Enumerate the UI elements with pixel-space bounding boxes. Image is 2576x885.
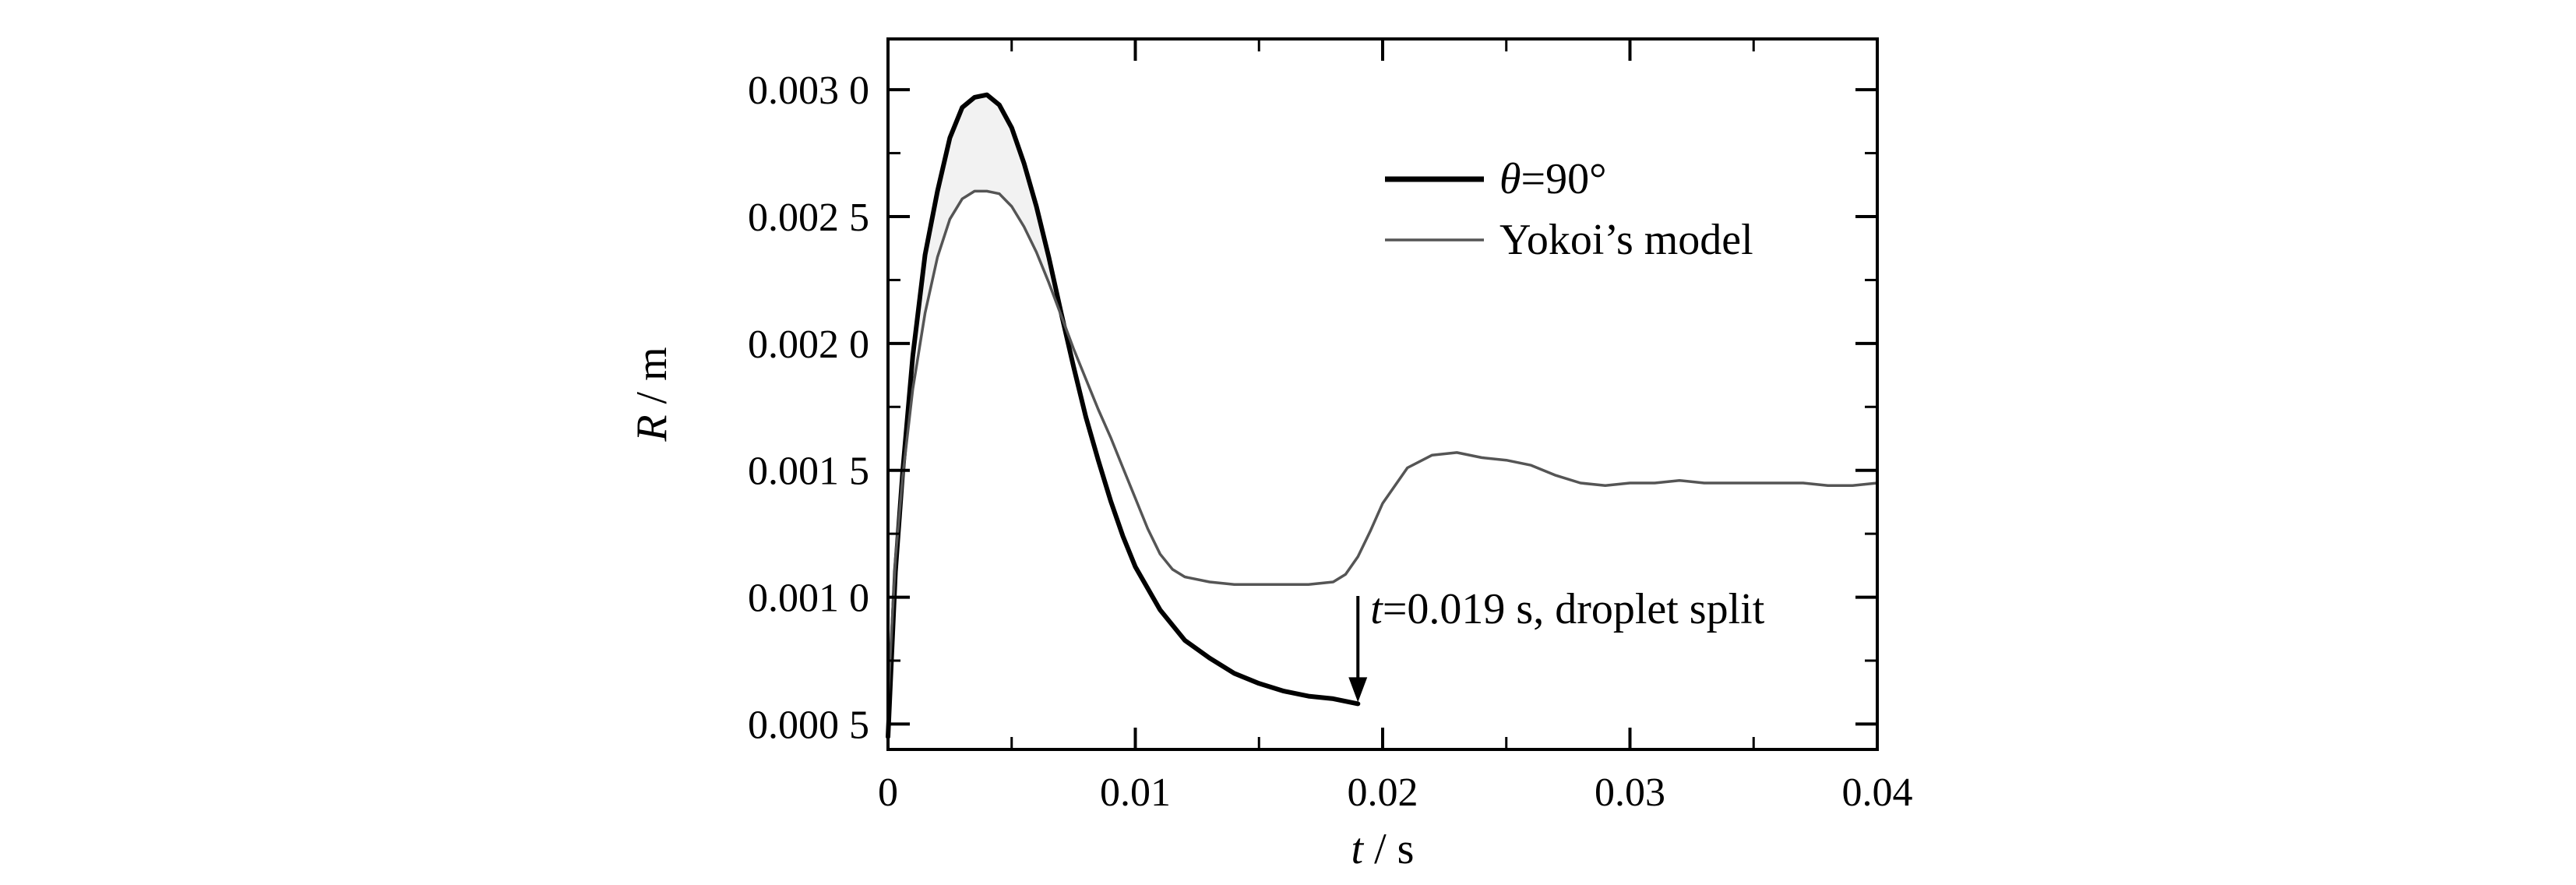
- annotation-arrow-head: [1348, 677, 1367, 702]
- x-tick-label: 0.01: [1100, 770, 1171, 815]
- legend-theta-symbol: θ: [1499, 155, 1521, 203]
- legend-label-yokoi: Yokoi’s model: [1499, 216, 1753, 264]
- droplet-split-annotation: t=0.019 s, droplet split: [1348, 585, 1764, 702]
- y-tick-label: 0.001 5: [748, 450, 869, 494]
- x-tick-label: 0.04: [1842, 770, 1913, 815]
- x-axis-label: t / s: [1351, 825, 1415, 873]
- x-axis-separator: /: [1374, 825, 1397, 873]
- y-tick-label: 0.001 0: [748, 576, 869, 621]
- axis-ticks: [888, 39, 1877, 749]
- tick-labels: 0 0.01 0.02 0.03 0.04 0.000 5 0.001 0 0.001 5 0.…: [748, 69, 1913, 815]
- legend: θ=90° Yokoi’s model: [1385, 155, 1753, 264]
- y-axis-separator: /: [628, 381, 676, 404]
- plot-frame: [888, 39, 1877, 749]
- legend-theta-value: =90°: [1521, 155, 1607, 203]
- y-tick-label: 0.002 5: [748, 196, 869, 240]
- y-tick-label: 0.002 0: [748, 323, 869, 367]
- y-axis-unit: m: [628, 347, 676, 381]
- y-axis-label: R / m: [628, 347, 676, 442]
- legend-label-theta90: θ=90°: [1499, 155, 1607, 203]
- y-tick-label: 0.003 0: [748, 69, 869, 113]
- annotation-variable: t: [1370, 585, 1383, 633]
- x-tick-label: 0: [878, 770, 898, 815]
- x-axis-variable: t: [1351, 825, 1365, 873]
- y-axis-variable: R: [628, 414, 676, 442]
- y-tick-label: 0.000 5: [748, 703, 869, 747]
- plot-series: [888, 95, 1877, 737]
- x-axis-unit: s: [1397, 825, 1415, 873]
- annotation-rest: =0.019 s, droplet split: [1383, 585, 1765, 633]
- x-tick-label: 0.02: [1348, 770, 1418, 815]
- annotation-text: t=0.019 s, droplet split: [1370, 585, 1764, 633]
- x-tick-label: 0.03: [1595, 770, 1665, 815]
